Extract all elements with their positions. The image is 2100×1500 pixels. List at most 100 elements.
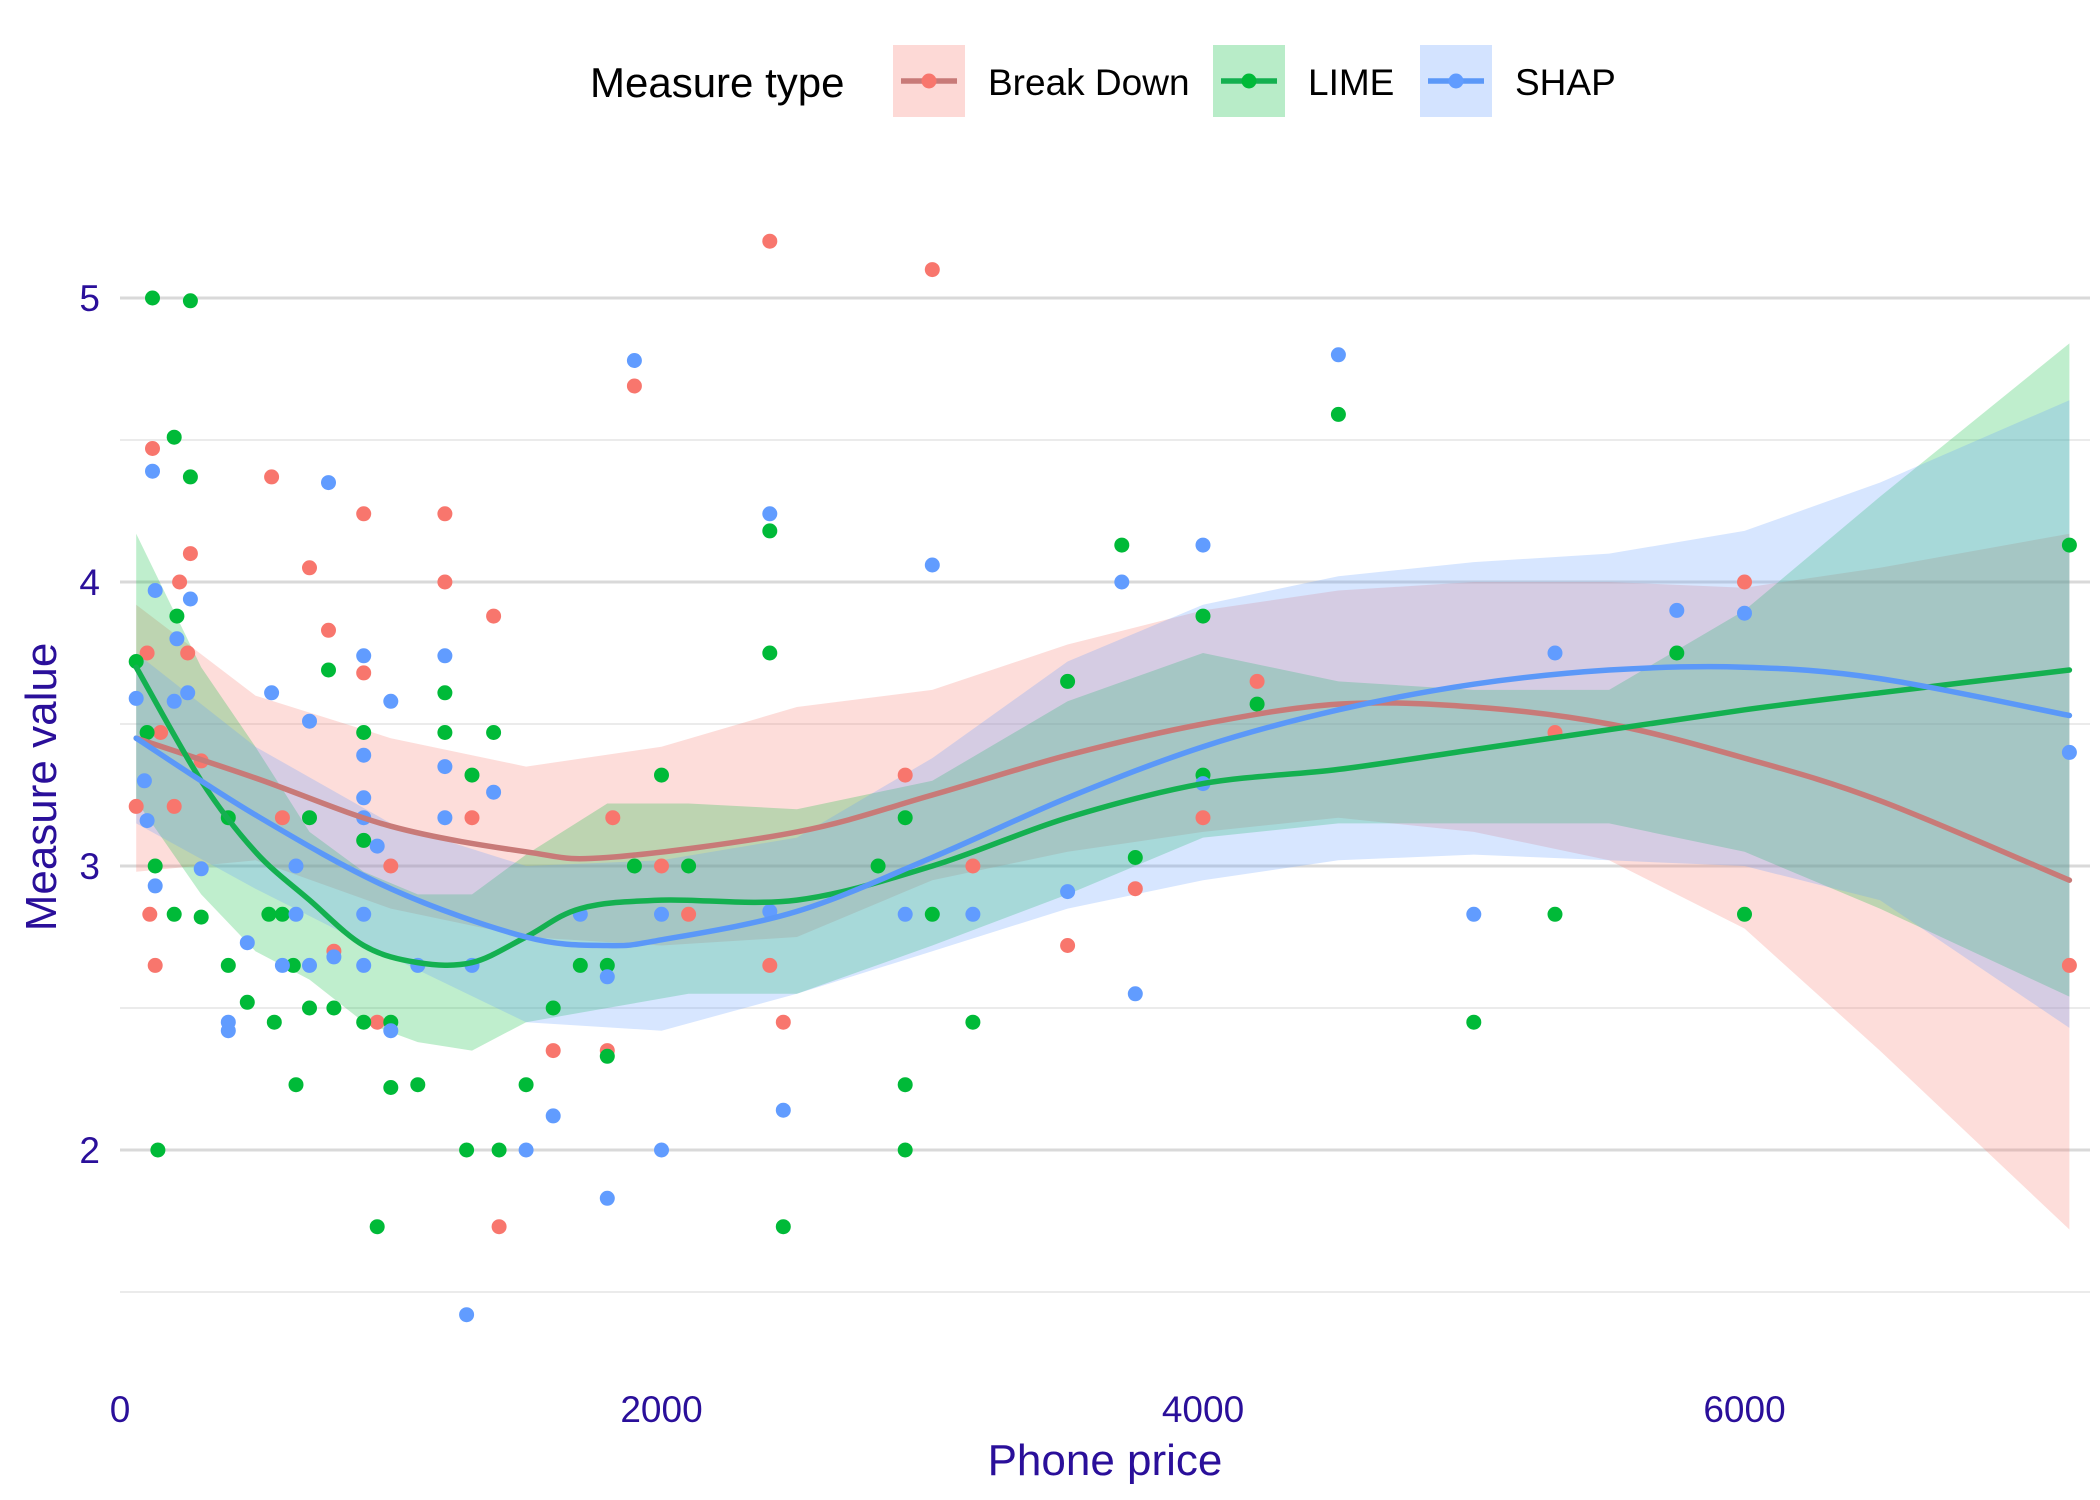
data-point bbox=[599, 969, 615, 985]
data-point bbox=[605, 810, 621, 826]
data-point bbox=[302, 810, 317, 826]
data-point bbox=[1330, 347, 1346, 363]
data-point bbox=[924, 906, 940, 922]
data-point bbox=[128, 654, 144, 669]
data-point bbox=[762, 233, 778, 249]
data-point bbox=[1737, 574, 1752, 590]
smooth-line-break-down bbox=[133, 700, 2073, 883]
data-point bbox=[626, 353, 642, 368]
legend: Measure type Break Down LIME SHAP bbox=[590, 45, 1616, 117]
data-point bbox=[264, 469, 280, 485]
data-point bbox=[128, 798, 144, 814]
data-point bbox=[147, 878, 163, 894]
data-point bbox=[147, 583, 163, 598]
confidence-band-break-down bbox=[136, 533, 2070, 1230]
data-point bbox=[545, 1108, 561, 1124]
legend-label-lime: LIME bbox=[1308, 62, 1394, 103]
x-tick-label: 2000 bbox=[620, 1389, 702, 1430]
data-point bbox=[626, 378, 642, 394]
data-point bbox=[180, 645, 196, 661]
data-point bbox=[128, 690, 144, 706]
data-point bbox=[369, 1014, 385, 1030]
legend-item-break-down: Break Down bbox=[893, 45, 1190, 117]
data-point bbox=[356, 906, 372, 922]
data-point bbox=[1249, 673, 1265, 689]
data-point bbox=[654, 906, 669, 922]
legend-item-lime: LIME bbox=[1213, 45, 1394, 117]
y-tick-label: 5 bbox=[79, 278, 100, 319]
data-point bbox=[147, 957, 163, 973]
x-tick-label: 0 bbox=[110, 1389, 131, 1430]
data-point bbox=[356, 725, 372, 740]
data-point bbox=[166, 693, 182, 709]
data-point bbox=[264, 685, 280, 701]
y-tick-label: 3 bbox=[79, 846, 100, 887]
data-point bbox=[369, 1219, 385, 1235]
data-point bbox=[924, 557, 940, 573]
data-point bbox=[1466, 906, 1482, 922]
data-point bbox=[182, 293, 198, 309]
data-point bbox=[326, 949, 342, 965]
data-point bbox=[599, 957, 615, 973]
data-point bbox=[486, 725, 502, 740]
confidence-band-shap bbox=[136, 400, 2070, 1031]
data-point bbox=[762, 645, 778, 661]
data-point bbox=[1195, 608, 1211, 624]
data-point bbox=[1127, 850, 1143, 865]
data-point bbox=[897, 906, 913, 922]
data-point bbox=[274, 957, 290, 973]
data-point bbox=[1114, 537, 1130, 553]
data-point bbox=[459, 1142, 475, 1158]
data-point bbox=[897, 767, 913, 783]
data-point bbox=[1547, 645, 1563, 661]
legend-item-shap: SHAP bbox=[1420, 45, 1616, 117]
data-point bbox=[288, 1077, 304, 1093]
data-point bbox=[437, 810, 453, 826]
data-point bbox=[518, 1142, 534, 1158]
data-point bbox=[288, 906, 304, 922]
data-point bbox=[437, 574, 453, 590]
data-point bbox=[654, 767, 669, 783]
smooth-line-shap bbox=[133, 663, 2073, 949]
data-point bbox=[169, 608, 185, 624]
data-point bbox=[437, 506, 453, 522]
data-point bbox=[321, 475, 336, 491]
data-point bbox=[356, 1014, 372, 1030]
data-point bbox=[681, 906, 697, 922]
series-points-break-down bbox=[128, 233, 2077, 1235]
data-point bbox=[136, 773, 152, 789]
data-point bbox=[491, 1219, 507, 1235]
legend-point-break-down bbox=[921, 73, 937, 89]
data-point bbox=[383, 693, 399, 709]
data-point bbox=[302, 713, 317, 729]
data-point bbox=[437, 685, 453, 701]
data-point bbox=[2061, 537, 2077, 553]
data-point bbox=[182, 469, 198, 485]
data-point bbox=[1669, 645, 1685, 661]
data-point bbox=[285, 957, 301, 973]
data-point bbox=[762, 957, 778, 973]
series-points-shap bbox=[128, 347, 2077, 1323]
data-point bbox=[383, 1080, 399, 1095]
data-point bbox=[356, 832, 372, 848]
data-point bbox=[1127, 986, 1143, 1002]
data-point bbox=[762, 523, 778, 539]
data-point bbox=[897, 1077, 913, 1093]
data-point bbox=[654, 1142, 669, 1158]
data-point bbox=[681, 858, 697, 874]
data-point bbox=[545, 1000, 561, 1016]
data-point bbox=[383, 1023, 399, 1039]
data-point bbox=[147, 858, 163, 874]
data-point bbox=[266, 1014, 282, 1030]
data-point bbox=[545, 1043, 561, 1059]
data-point bbox=[139, 813, 155, 829]
data-point bbox=[775, 1102, 791, 1118]
x-tick-label: 4000 bbox=[1162, 1389, 1244, 1430]
axes: 2 3 4 5 0 2000 4000 6000 bbox=[79, 278, 1785, 1430]
data-point bbox=[654, 858, 669, 874]
data-point bbox=[139, 645, 155, 661]
data-point bbox=[356, 957, 372, 973]
data-point bbox=[775, 1219, 791, 1235]
data-point bbox=[166, 906, 182, 922]
